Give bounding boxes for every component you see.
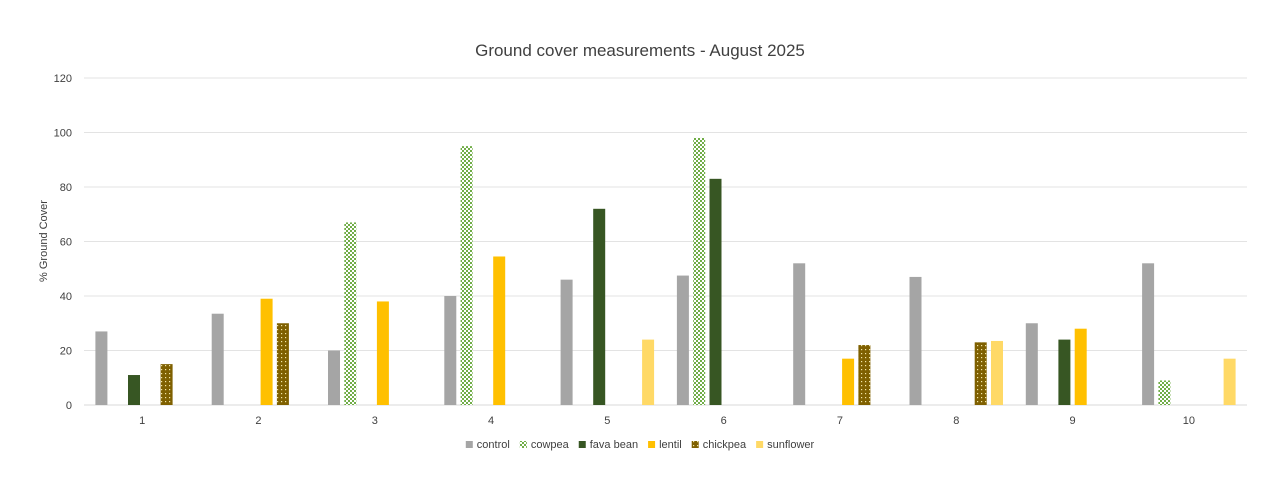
x-tick-label: 4 xyxy=(488,415,494,427)
bar-fava-bean-1 xyxy=(128,375,140,405)
bar-control-8 xyxy=(909,276,922,405)
y-tick-label: 20 xyxy=(60,346,72,358)
y-tick-label: 0 xyxy=(66,400,72,412)
bar-cowpea-10 xyxy=(1158,380,1171,405)
x-tick-label: 5 xyxy=(604,415,610,427)
bar-cowpea-4 xyxy=(460,146,473,405)
bar-control-10 xyxy=(1142,263,1155,405)
bar-control-1 xyxy=(95,331,108,405)
bar-lentil-7 xyxy=(842,358,855,405)
bar-lentil-9 xyxy=(1074,328,1087,405)
bar-control-2 xyxy=(211,313,224,405)
bar-control-5 xyxy=(560,279,573,405)
bar-fava-bean-9 xyxy=(1058,339,1071,405)
legend-item-sunflower: sunflower xyxy=(756,439,815,451)
bar-cowpea-6 xyxy=(693,137,706,405)
x-tick-label: 2 xyxy=(255,415,261,427)
bar-sunflower-10 xyxy=(1223,358,1236,405)
x-tick-label: 1 xyxy=(139,415,145,427)
legend-swatch xyxy=(578,441,586,448)
y-tick-label: 120 xyxy=(54,73,72,85)
legend-label: sunflower xyxy=(767,439,814,451)
gridlines xyxy=(84,77,1247,406)
x-tick-label: 6 xyxy=(721,415,727,427)
chart-title: Ground cover measurements - August 2025 xyxy=(475,41,805,60)
y-tick-label: 100 xyxy=(54,128,72,140)
legend-label: fava bean xyxy=(590,439,638,451)
y-tick-label: 60 xyxy=(60,237,72,249)
legend-label: control xyxy=(477,439,510,451)
bar-cowpea-3 xyxy=(344,222,357,405)
x-tick-label: 9 xyxy=(1069,415,1075,427)
bar-control-7 xyxy=(793,263,806,405)
bar-control-3 xyxy=(328,350,340,405)
bar-fava-bean-5 xyxy=(593,208,606,405)
bar-chickpea-1 xyxy=(160,364,173,405)
x-tick-label: 10 xyxy=(1183,415,1195,427)
legend-label: lentil xyxy=(659,439,682,451)
legend-swatch xyxy=(756,441,764,448)
y-axis-title: % Ground Cover xyxy=(38,200,50,282)
legend: control cowpea fava bean lentil chickpea sunf… xyxy=(465,439,815,451)
legend-item-chickpea: chickpea xyxy=(691,439,747,451)
legend-swatch xyxy=(691,441,699,448)
bar-sunflower-5 xyxy=(642,339,655,405)
legend-item-control: control xyxy=(465,439,510,451)
legend-item-cowpea: cowpea xyxy=(519,439,570,451)
bar-chickpea-8 xyxy=(974,342,987,405)
bars xyxy=(95,137,1236,405)
legend-label: chickpea xyxy=(703,439,747,451)
legend-swatch xyxy=(648,441,656,448)
bar-control-4 xyxy=(444,296,457,405)
bar-fava-bean-6 xyxy=(709,178,722,405)
x-tick-label: 7 xyxy=(837,415,843,427)
legend-item-fava-bean: fava bean xyxy=(578,439,638,451)
legend-label: cowpea xyxy=(531,439,570,451)
bar-lentil-3 xyxy=(376,301,389,405)
bar-chickpea-7 xyxy=(858,345,871,405)
legend-swatch xyxy=(465,441,473,448)
legend-swatch xyxy=(519,441,527,448)
bar-chickpea-2 xyxy=(276,323,289,405)
y-tick-label: 80 xyxy=(60,182,72,194)
bar-control-9 xyxy=(1025,323,1038,405)
y-tick-label: 40 xyxy=(60,291,72,303)
x-tick-label: 8 xyxy=(953,415,959,427)
x-axis-ticks: 1 2 3 4 5 6 7 8 9 10 xyxy=(139,415,1195,427)
x-tick-label: 3 xyxy=(372,415,378,427)
bar-lentil-4 xyxy=(493,256,506,405)
y-axis-ticks: 0 20 40 60 80 100 120 xyxy=(54,73,72,412)
bar-control-6 xyxy=(676,275,689,405)
bar-sunflower-8 xyxy=(991,340,1003,405)
legend-item-lentil: lentil xyxy=(648,439,682,451)
bar-lentil-2 xyxy=(260,298,273,405)
